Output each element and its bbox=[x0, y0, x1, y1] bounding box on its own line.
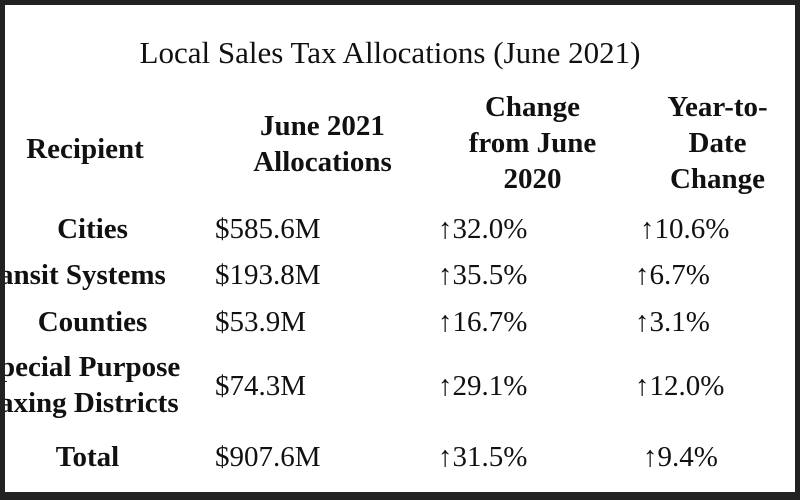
header-recipient-text: Recipient bbox=[26, 133, 144, 165]
row-cities-allocation: $585.6M bbox=[215, 213, 321, 245]
header-ytd-line3: Change bbox=[669, 163, 766, 195]
row-transit-ytd: ↑6.7% bbox=[635, 259, 710, 291]
header-allocations: June 2021 Allocations bbox=[235, 108, 410, 180]
row-special-recipient-line2: axing Districts bbox=[5, 387, 179, 419]
header-change-line1: Change bbox=[484, 91, 581, 123]
row-counties-recipient: Counties bbox=[37, 306, 148, 338]
header-allocations-line1: June 2021 bbox=[260, 110, 385, 142]
row-special-change: ↑29.1% bbox=[438, 370, 528, 402]
table-title: Local Sales Tax Allocations (June 2021) bbox=[139, 35, 641, 70]
row-cities-ytd: ↑10.6% bbox=[640, 213, 730, 245]
row-counties-ytd: ↑3.1% bbox=[635, 306, 710, 338]
row-counties-change: ↑16.7% bbox=[438, 306, 528, 338]
row-transit-allocation: $193.8M bbox=[215, 259, 321, 291]
header-change-line2: from June bbox=[468, 127, 597, 159]
row-special-recipient: pecial Purpose axing Districts bbox=[5, 349, 180, 421]
header-change-line3: 2020 bbox=[503, 163, 562, 195]
header-allocations-line2: Allocations bbox=[253, 146, 392, 178]
row-special-allocation: $74.3M bbox=[215, 370, 307, 402]
row-total-recipient: Total bbox=[55, 441, 120, 473]
document-frame: Local Sales Tax Allocations (June 2021) … bbox=[5, 5, 795, 492]
row-total-allocation: $907.6M bbox=[215, 441, 321, 473]
row-transit-recipient: ansit Systems bbox=[5, 259, 166, 291]
header-recipient: Recipient bbox=[5, 131, 165, 167]
row-cities-change: ↑32.0% bbox=[438, 213, 528, 245]
row-total-change: ↑31.5% bbox=[438, 441, 528, 473]
row-total-ytd: ↑9.4% bbox=[643, 441, 718, 473]
header-change: Change from June 2020 bbox=[440, 89, 625, 197]
header-ytd-line1: Year-to- bbox=[667, 91, 768, 123]
row-special-ytd: ↑12.0% bbox=[635, 370, 725, 402]
header-ytd-line2: Date bbox=[688, 127, 747, 159]
row-transit-change: ↑35.5% bbox=[438, 259, 528, 291]
row-special-recipient-line1: pecial Purpose bbox=[5, 351, 181, 383]
row-counties-allocation: $53.9M bbox=[215, 306, 307, 338]
header-ytd: Year-to- Date Change bbox=[645, 89, 790, 197]
row-cities-recipient: Cities bbox=[57, 213, 128, 245]
